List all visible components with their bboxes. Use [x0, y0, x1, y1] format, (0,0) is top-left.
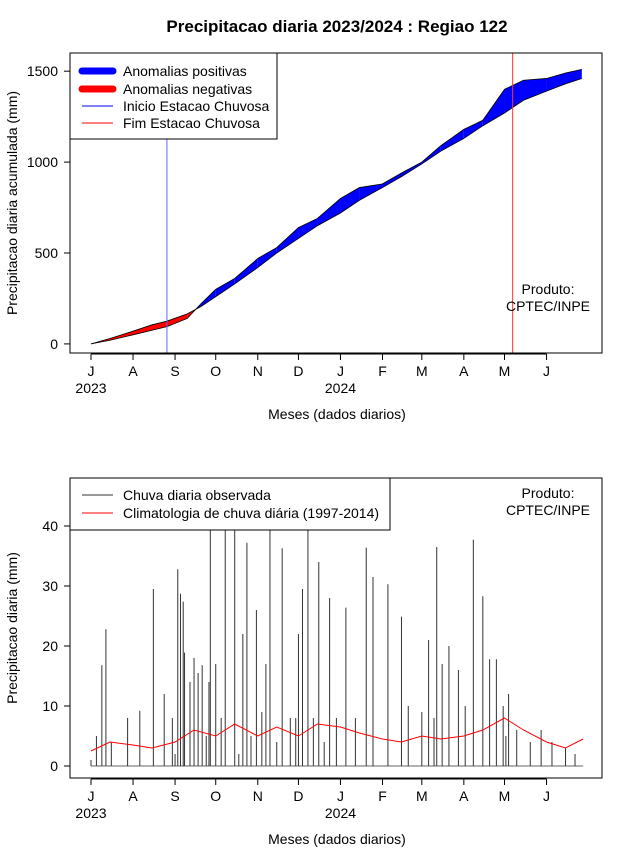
x-tick-label: A [459, 363, 469, 379]
year-label: 2024 [325, 380, 356, 396]
climatology-line [90, 717, 584, 752]
x-tick-label: O [210, 788, 221, 804]
positive-anomaly-area [504, 80, 524, 113]
positive-anomaly-area [276, 227, 299, 253]
produto-source-bottom: CPTEC/INPE [506, 502, 590, 518]
year-label: 2024 [325, 805, 356, 821]
x-tick-label: S [170, 788, 179, 804]
legend-box-top [69, 52, 278, 140]
positive-anomaly-area [215, 278, 235, 297]
produto-label-top: Produto: [522, 281, 575, 297]
y-tick-label: 0 [50, 758, 58, 774]
y-tick-label: 30 [42, 578, 58, 594]
y-axis-label-top: Precipitacao diaria acumulada (mm) [4, 91, 20, 315]
y-axis-top: 0 500 1000 1500 [27, 63, 71, 352]
climatology-cumulative-line [90, 78, 582, 345]
x-tick-label: S [170, 363, 179, 379]
x-tick-label: A [128, 363, 138, 379]
y-tick-label: 20 [42, 638, 58, 654]
legend-label-observed: Chuva diaria observada [123, 487, 271, 503]
x-tick-label: J [88, 363, 95, 379]
positive-anomaly-area [482, 89, 505, 126]
x-tick-label: J [88, 788, 95, 804]
legend-box-bottom [69, 477, 391, 531]
legend-label-start: Inicio Estacao Chuvosa [123, 98, 270, 114]
x-axis-label-bottom: Meses (dados diarios) [268, 831, 406, 847]
negative-anomaly-area [133, 324, 153, 335]
x-tick-label: M [416, 788, 428, 804]
cumulative-lines [90, 68, 582, 345]
observed-cumulative-line [90, 68, 582, 345]
legend-label-climatology: Climatologia de chuva diária (1997-2014) [123, 505, 379, 521]
positive-anomaly-area [317, 198, 341, 226]
y-tick-label: 10 [42, 698, 58, 714]
produto-source-top: CPTEC/INPE [506, 298, 590, 314]
observed-rain-bars [90, 520, 584, 767]
x-tick-label: J [543, 788, 550, 804]
x-tick-label: N [253, 363, 263, 379]
x-tick-label: M [499, 363, 511, 379]
x-tick-label: M [499, 788, 511, 804]
x-tick-label: N [253, 788, 263, 804]
x-tick-label: F [378, 788, 387, 804]
y-axis-label-bottom: Precipitacao diaria (mm) [4, 552, 20, 704]
x-tick-label: A [128, 788, 138, 804]
x-tick-label: J [337, 363, 344, 379]
y-tick-label: 0 [50, 336, 58, 352]
cumulative-chart: Precipitacao diaria 2023/2024 : Regiao 1… [4, 17, 603, 422]
positive-anomaly-area [382, 173, 402, 188]
positive-anomaly-area [298, 218, 318, 239]
legend-top: Anomalias positivas Anomalias negativas … [69, 52, 278, 140]
y-axis-bottom: 0 10 20 30 40 [42, 518, 71, 774]
positive-anomaly-area [340, 187, 360, 213]
x-axis-label-top: Meses (dados diarios) [268, 406, 406, 422]
positive-anomaly-area [523, 78, 547, 101]
x-tick-label: D [293, 788, 303, 804]
positive-anomaly-area [440, 129, 464, 152]
legend-label-positive: Anomalias positivas [123, 63, 247, 79]
positive-anomaly-area [359, 183, 383, 201]
anomaly-areas [91, 69, 582, 344]
negative-anomaly-area [152, 321, 167, 331]
legend-label-end: Fim Estacao Chuvosa [123, 115, 260, 131]
positive-anomaly-area [200, 289, 216, 307]
x-tick-label: F [378, 363, 387, 379]
x-tick-label: O [210, 363, 221, 379]
y-tick-label: 40 [42, 518, 58, 534]
positive-anomaly-area [234, 258, 258, 284]
positive-anomaly-area [463, 120, 483, 139]
y-tick-label: 500 [35, 245, 59, 261]
produto-label-bottom: Produto: [522, 485, 575, 501]
y-tick-label: 1500 [27, 63, 58, 79]
positive-anomaly-area [546, 73, 566, 92]
positive-anomaly-area [257, 247, 277, 268]
positive-anomaly-area [565, 69, 582, 84]
x-tick-label: A [459, 788, 469, 804]
negative-anomaly-area [166, 313, 188, 327]
x-tick-label: D [293, 363, 303, 379]
y-tick-label: 1000 [27, 154, 58, 170]
negative-anomaly-area [109, 331, 134, 341]
x-tick-label: J [543, 363, 550, 379]
year-label: 2023 [75, 380, 106, 396]
legend-label-negative: Anomalias negativas [123, 81, 252, 97]
x-tick-label: J [337, 788, 344, 804]
legend-bottom: Chuva diaria observada Climatologia de c… [69, 477, 391, 531]
chart-title: Precipitacao diaria 2023/2024 : Regiao 1… [166, 17, 507, 36]
year-label: 2023 [75, 805, 106, 821]
x-tick-label: M [416, 363, 428, 379]
